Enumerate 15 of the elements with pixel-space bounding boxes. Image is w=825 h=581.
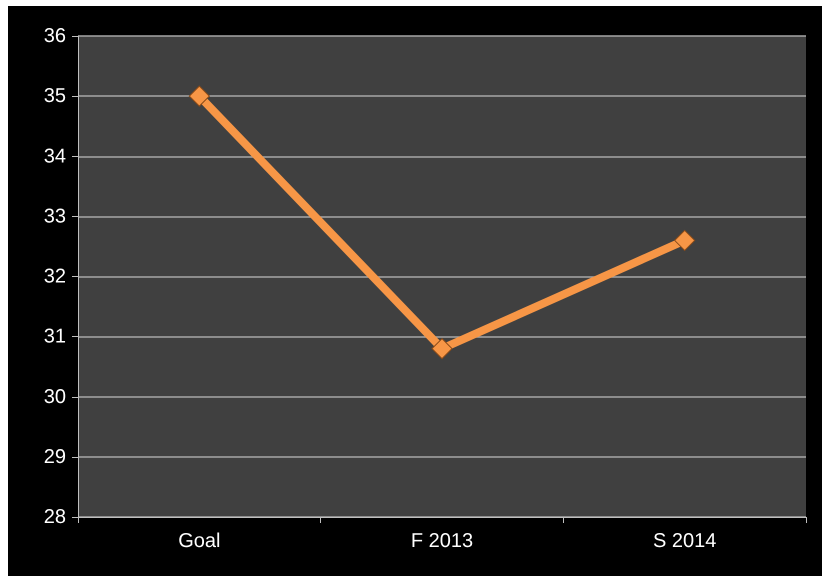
y-tick-label: 33 [44, 205, 66, 228]
y-tick-label: 31 [44, 326, 66, 348]
y-tick-label: 34 [44, 145, 66, 168]
x-tick-label: F 2013 [410, 530, 474, 552]
y-tick-label: 36 [44, 25, 66, 47]
y-tick-label: 35 [44, 85, 66, 108]
y-tick-label: 29 [44, 446, 66, 468]
x-tick-label: Goal [178, 530, 220, 552]
x-tick-label: S 2014 [652, 530, 716, 552]
y-tick-label: 32 [44, 266, 66, 288]
y-tick-label: 28 [44, 506, 66, 528]
point [188, 86, 210, 107]
point [432, 338, 452, 360]
y-tick-label: 30 [44, 386, 66, 408]
point [674, 230, 696, 251]
